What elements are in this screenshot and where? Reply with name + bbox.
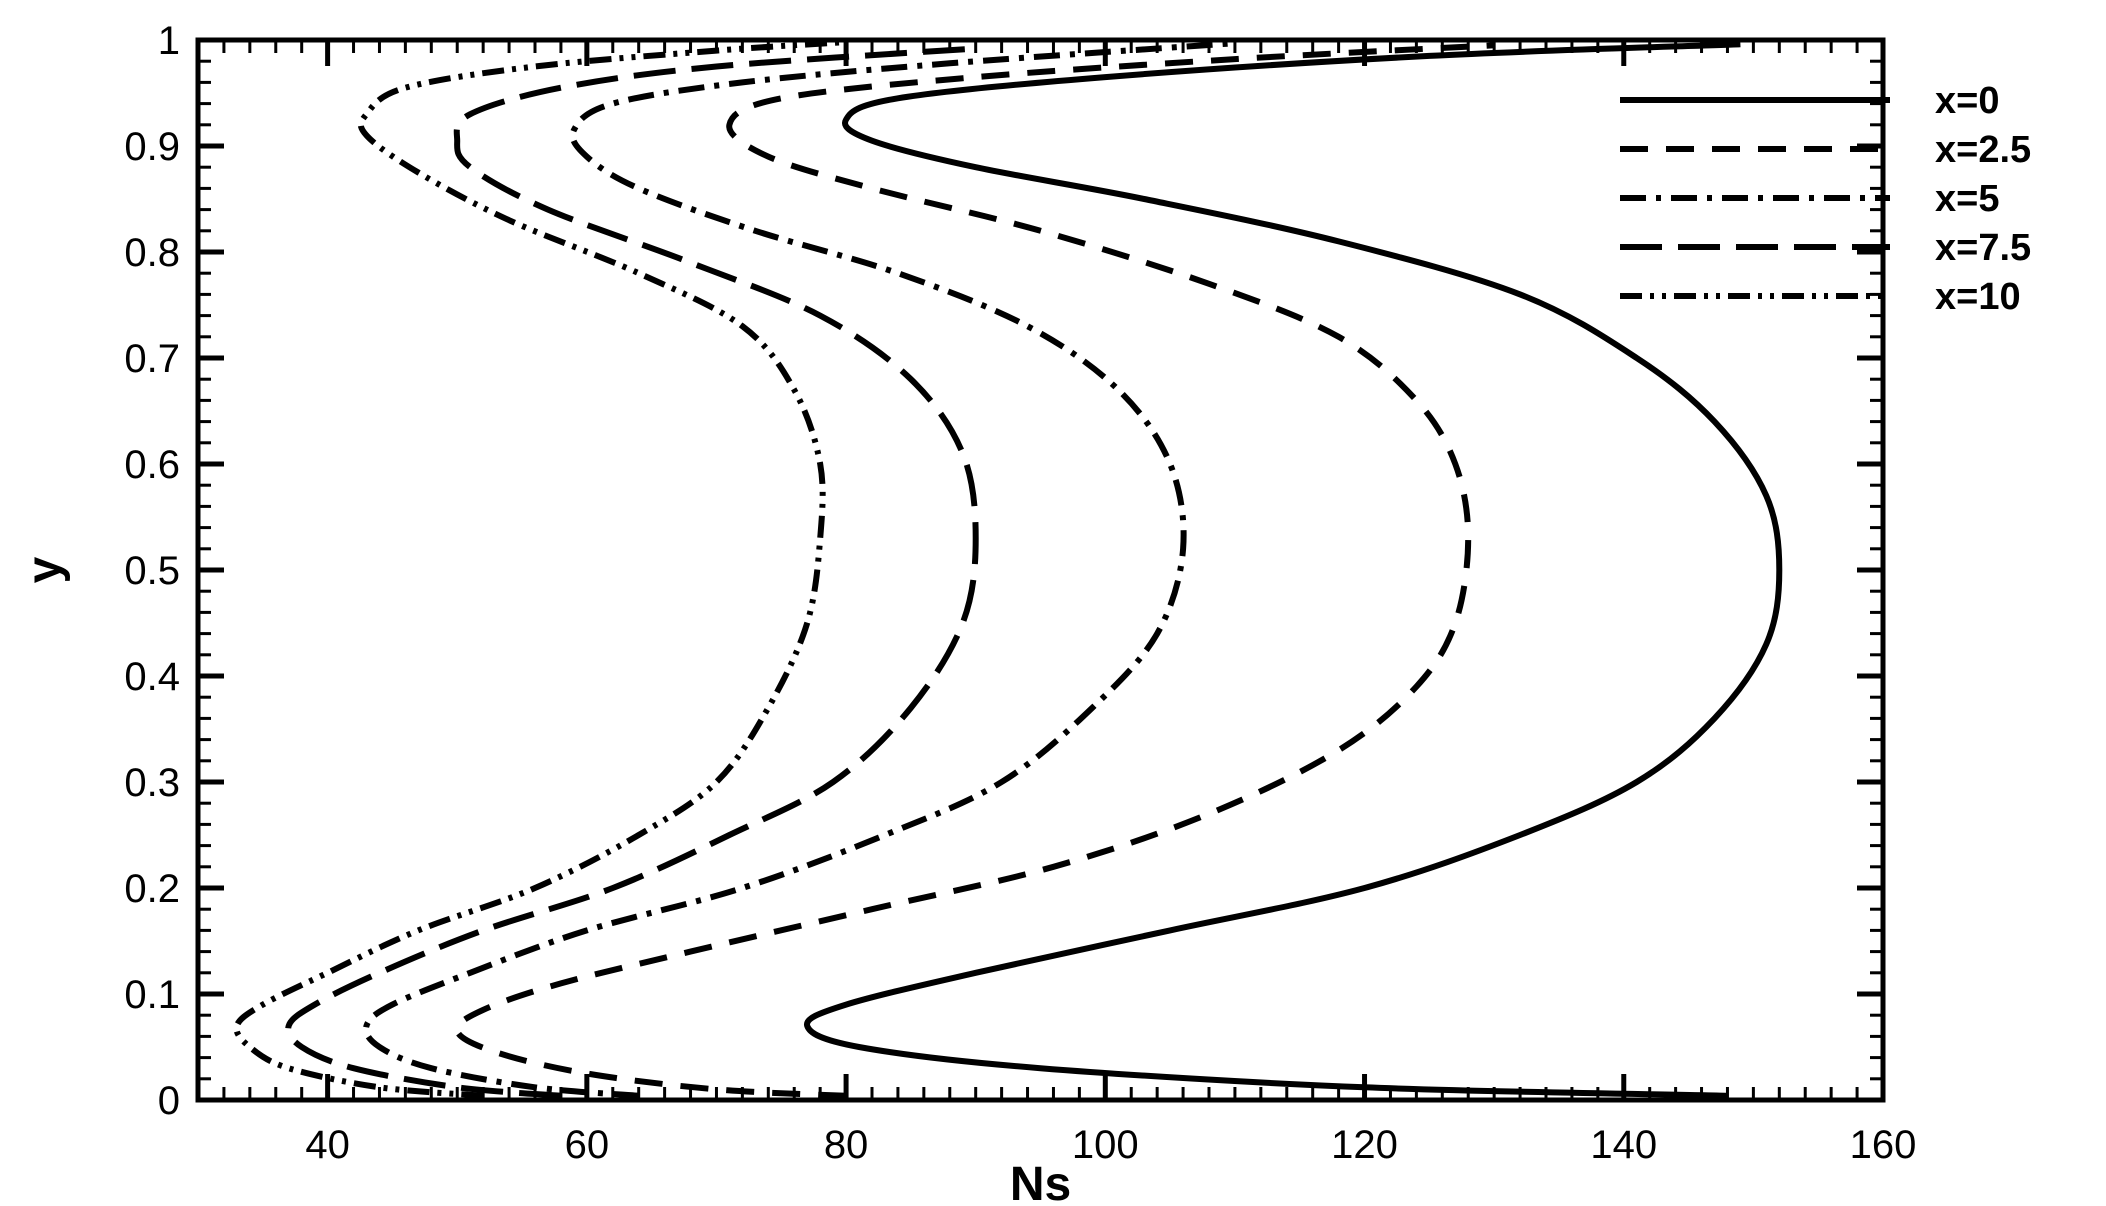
legend-label: x=2.5 bbox=[1935, 129, 2031, 171]
x-tick-label: 160 bbox=[1850, 1123, 1917, 1167]
y-axis-title: y bbox=[18, 556, 71, 583]
y-tick-label: 0.6 bbox=[124, 443, 180, 487]
series-line bbox=[362, 40, 1236, 1099]
y-tick-label: 0.7 bbox=[124, 337, 180, 381]
x-tick-label: 60 bbox=[565, 1123, 610, 1167]
legend-label: x=5 bbox=[1935, 178, 1999, 220]
series-line bbox=[233, 39, 847, 1099]
series-line bbox=[804, 41, 1783, 1099]
y-tick-label: 0.1 bbox=[124, 973, 180, 1017]
x-tick-label: 100 bbox=[1072, 1123, 1139, 1167]
series-line bbox=[454, 42, 1495, 1099]
plot-frame bbox=[195, 37, 1886, 1103]
series-layer bbox=[233, 39, 1783, 1099]
y-tick-label: 0 bbox=[158, 1079, 180, 1123]
legend-label: x=10 bbox=[1935, 276, 2021, 318]
y-tick-label: 0.5 bbox=[124, 549, 180, 593]
tick-labels: 40 60 80 100 120 140 160 0 0.1 0.2 0.3 0.4 0.5 0.6 0.7… bbox=[124, 19, 1916, 1167]
x-tick-label: 40 bbox=[305, 1123, 350, 1167]
y-tick-label: 1 bbox=[158, 19, 180, 63]
x-tick-label: 120 bbox=[1331, 1123, 1398, 1167]
x-tick-label: 140 bbox=[1590, 1123, 1657, 1167]
y-tick-label: 0.3 bbox=[124, 761, 180, 805]
legend: x=0 x=2.5 x=5 x=7.5 x=10 bbox=[1620, 80, 2031, 318]
series-line bbox=[285, 45, 979, 1099]
y-tick-label: 0.9 bbox=[124, 125, 180, 169]
y-tick-label: 0.2 bbox=[124, 867, 180, 911]
legend-label: x=7.5 bbox=[1935, 227, 2031, 269]
x-axis-title: Ns bbox=[1010, 1158, 1071, 1206]
y-tick-label: 0.4 bbox=[124, 655, 180, 699]
y-tick-label: 0.8 bbox=[124, 231, 180, 275]
legend-label: x=0 bbox=[1935, 80, 1999, 122]
x-tick-label: 80 bbox=[824, 1123, 869, 1167]
